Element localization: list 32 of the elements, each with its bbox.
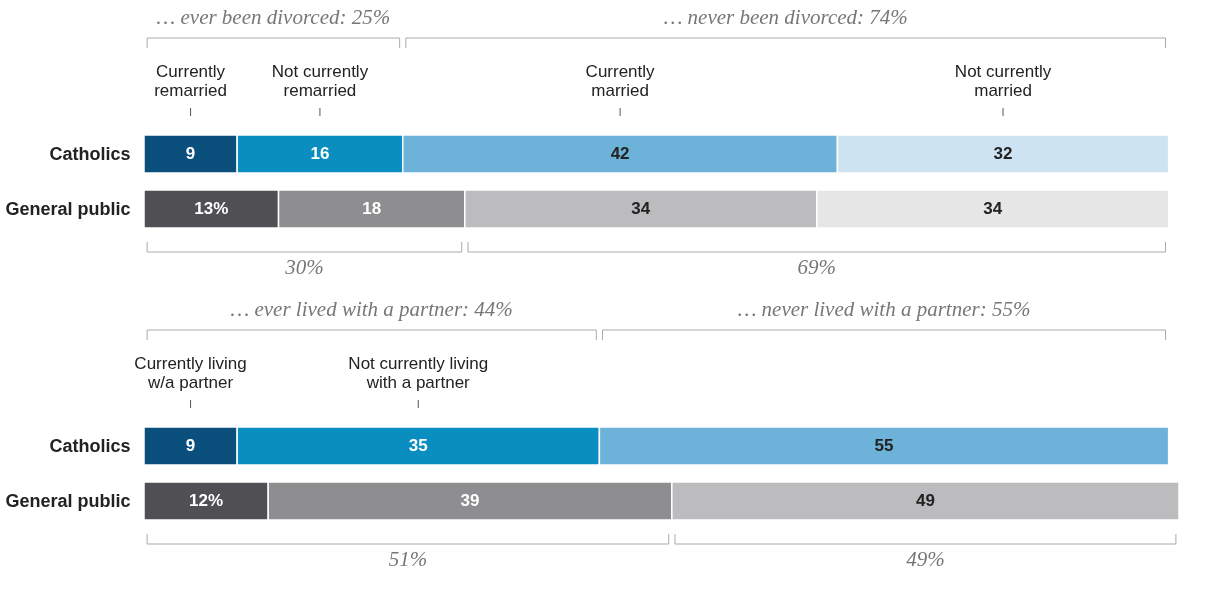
text: Not currently living with a partner bbox=[348, 354, 489, 392]
data-label: 35 bbox=[408, 436, 428, 455]
data-label: 13% bbox=[194, 199, 229, 218]
text: … never been divorced: 74% bbox=[663, 5, 908, 29]
data-label: 18 bbox=[362, 199, 382, 218]
y-tick-label: Catholics bbox=[49, 435, 131, 456]
text: 49% bbox=[906, 547, 945, 571]
data-label: 32 bbox=[993, 144, 1013, 163]
data-label: 39 bbox=[460, 491, 480, 510]
data-label: 12% bbox=[189, 491, 224, 510]
text: Currently married bbox=[585, 62, 656, 100]
data-label: 34 bbox=[631, 199, 651, 218]
y-tick-label: Catholics bbox=[49, 143, 131, 164]
data-label: 9 bbox=[185, 144, 196, 163]
text: Currently remarried bbox=[154, 62, 227, 100]
text: … ever been divorced: 25% bbox=[156, 5, 391, 29]
text: … never lived with a partner: 55% bbox=[737, 297, 1031, 321]
text: Currently living w/a partner bbox=[134, 354, 247, 392]
data-label: 16 bbox=[310, 144, 330, 163]
text: … ever lived with a partner: 44% bbox=[230, 297, 513, 321]
y-tick-label: General public bbox=[5, 198, 131, 219]
data-label: 34 bbox=[983, 199, 1003, 218]
data-label: 55 bbox=[874, 436, 894, 455]
data-label: 9 bbox=[185, 436, 196, 455]
text: 51% bbox=[388, 547, 428, 571]
text: Not currently remarried bbox=[271, 62, 369, 100]
data-label: 49 bbox=[915, 491, 935, 510]
text: 69% bbox=[797, 255, 836, 279]
data-label: 42 bbox=[610, 144, 630, 163]
y-tick-label: General public bbox=[5, 490, 131, 511]
text: 30% bbox=[284, 255, 324, 279]
text: Not currently married bbox=[954, 62, 1052, 100]
